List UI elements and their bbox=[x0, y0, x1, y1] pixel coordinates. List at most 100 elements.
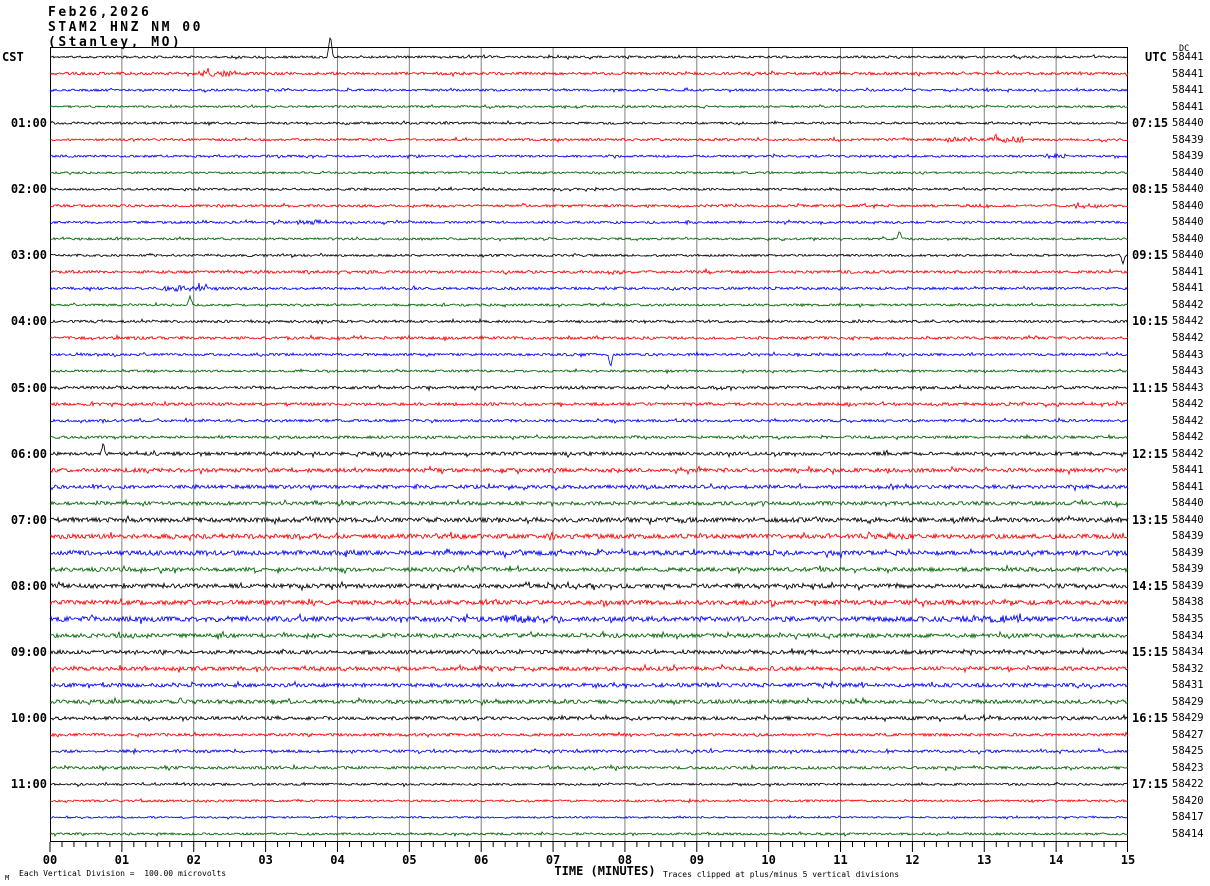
dc-value: 58443 bbox=[1172, 348, 1204, 361]
dc-value: 58429 bbox=[1172, 695, 1204, 708]
dc-value: 58440 bbox=[1172, 249, 1204, 262]
trace-row-13 bbox=[49, 252, 1129, 265]
minute-label: 11 bbox=[833, 853, 848, 867]
dc-value: 58442 bbox=[1172, 431, 1204, 444]
corner-watermark: M bbox=[5, 874, 10, 882]
utc-hour-label: 09:15 bbox=[1132, 248, 1169, 263]
dc-value: 58440 bbox=[1172, 513, 1204, 526]
trace-row-1 bbox=[50, 36, 1129, 61]
dc-value: 58434 bbox=[1172, 646, 1204, 659]
cst-hour-label: 06:00 bbox=[10, 446, 47, 461]
minute-label: 00 bbox=[42, 853, 58, 867]
trace-row-26 bbox=[49, 465, 1129, 476]
dc-value: 58422 bbox=[1172, 778, 1204, 791]
dc-value: 58440 bbox=[1172, 497, 1204, 510]
dc-value: 58420 bbox=[1172, 794, 1204, 807]
dc-value: 58414 bbox=[1172, 827, 1204, 840]
dc-value: 58441 bbox=[1172, 480, 1204, 493]
utc-hour-label: 16:15 bbox=[1132, 711, 1169, 726]
dc-value: 58441 bbox=[1172, 464, 1204, 477]
minute-label: 12 bbox=[905, 853, 920, 867]
trace-row-46 bbox=[49, 797, 1128, 804]
dc-value: 58429 bbox=[1172, 712, 1204, 725]
utc-hour-label: 15:15 bbox=[1132, 645, 1169, 660]
trace-row-30 bbox=[49, 530, 1129, 542]
minute-label: 15 bbox=[1120, 853, 1136, 867]
dc-value: 58431 bbox=[1172, 679, 1204, 692]
trace-row-40 bbox=[49, 696, 1129, 707]
dc-value: 58441 bbox=[1172, 67, 1204, 80]
trace-row-21 bbox=[49, 383, 1129, 392]
trace-row-39 bbox=[50, 680, 1129, 690]
trace-row-28 bbox=[49, 498, 1129, 509]
scale-footnote: Each Vertical Division = 100.00 microvol… bbox=[19, 869, 227, 878]
trace-row-44 bbox=[49, 763, 1129, 772]
header-station: STAM2 HNZ NM 00 bbox=[48, 20, 203, 35]
trace-row-27 bbox=[49, 482, 1129, 492]
trace-row-14 bbox=[49, 267, 1129, 276]
cst-hour-label: 02:00 bbox=[10, 182, 47, 197]
trace-row-48 bbox=[49, 830, 1129, 838]
trace-row-29 bbox=[49, 514, 1129, 526]
trace-row-12 bbox=[49, 231, 1129, 242]
trace-row-22 bbox=[49, 400, 1129, 408]
dc-value: 58435 bbox=[1172, 613, 1204, 626]
cst-hour-label: 11:00 bbox=[10, 777, 47, 792]
cst-hour-label: 08:00 bbox=[10, 578, 47, 593]
trace-row-23 bbox=[49, 417, 1129, 425]
minute-label: 13 bbox=[977, 853, 992, 867]
trace-row-38 bbox=[49, 663, 1129, 674]
dc-value: 58443 bbox=[1172, 381, 1204, 394]
dc-value: 58434 bbox=[1172, 629, 1204, 642]
minute-label: 02 bbox=[186, 853, 201, 867]
trace-row-47 bbox=[49, 814, 1129, 820]
minute-label: 14 bbox=[1048, 853, 1064, 867]
trace-row-4 bbox=[49, 103, 1129, 110]
trace-row-35 bbox=[49, 612, 1129, 625]
dc-value: 58443 bbox=[1172, 365, 1204, 378]
dc-value: 58442 bbox=[1172, 447, 1204, 460]
trace-row-20 bbox=[50, 367, 1129, 375]
minute-label: 05 bbox=[402, 853, 417, 867]
utc-hour-label: 10:15 bbox=[1132, 314, 1169, 329]
trace-row-24 bbox=[49, 433, 1129, 441]
trace-row-5 bbox=[49, 119, 1129, 127]
dc-value: 58440 bbox=[1172, 216, 1204, 229]
dc-value: 58423 bbox=[1172, 761, 1204, 774]
trace-row-15 bbox=[49, 282, 1129, 293]
trace-row-8 bbox=[49, 170, 1129, 176]
minute-label: 04 bbox=[330, 853, 345, 867]
dc-value: 58442 bbox=[1172, 315, 1204, 328]
cst-hour-label: 09:00 bbox=[10, 645, 47, 660]
trace-row-7 bbox=[49, 152, 1129, 160]
trace-row-18 bbox=[49, 333, 1129, 343]
cst-hour-label: 03:00 bbox=[10, 248, 47, 263]
dc-value: 58417 bbox=[1172, 811, 1204, 824]
utc-hour-label: 13:15 bbox=[1132, 512, 1169, 527]
minute-label: 07 bbox=[545, 853, 561, 867]
utc-hour-label: 12:15 bbox=[1132, 446, 1169, 461]
left-timezone-label: CST bbox=[2, 50, 24, 64]
trace-row-3 bbox=[49, 86, 1129, 94]
dc-value: 58427 bbox=[1172, 728, 1204, 741]
trace-row-19 bbox=[49, 350, 1128, 367]
dc-value: 58439 bbox=[1172, 563, 1204, 576]
cst-hour-label: 04:00 bbox=[10, 314, 47, 329]
header-date: Feb26,2026 bbox=[48, 5, 152, 20]
minute-label: 09 bbox=[689, 853, 705, 867]
dc-value: 58441 bbox=[1172, 265, 1204, 278]
trace-row-36 bbox=[49, 630, 1129, 641]
dc-value: 58439 bbox=[1172, 579, 1204, 592]
utc-hour-label: 08:15 bbox=[1132, 182, 1169, 197]
plot-border bbox=[50, 47, 1128, 842]
dc-value: 58440 bbox=[1172, 166, 1204, 179]
dc-value: 58442 bbox=[1172, 298, 1204, 311]
trace-row-16 bbox=[49, 294, 1129, 308]
dc-value: 58439 bbox=[1172, 546, 1204, 559]
right-timezone-label: UTC bbox=[1145, 50, 1167, 64]
dc-value: 58440 bbox=[1172, 183, 1204, 196]
utc-hour-label: 07:15 bbox=[1132, 116, 1169, 131]
minute-label: 10 bbox=[761, 853, 776, 867]
trace-row-43 bbox=[49, 747, 1129, 756]
dc-value: 58439 bbox=[1172, 150, 1204, 163]
